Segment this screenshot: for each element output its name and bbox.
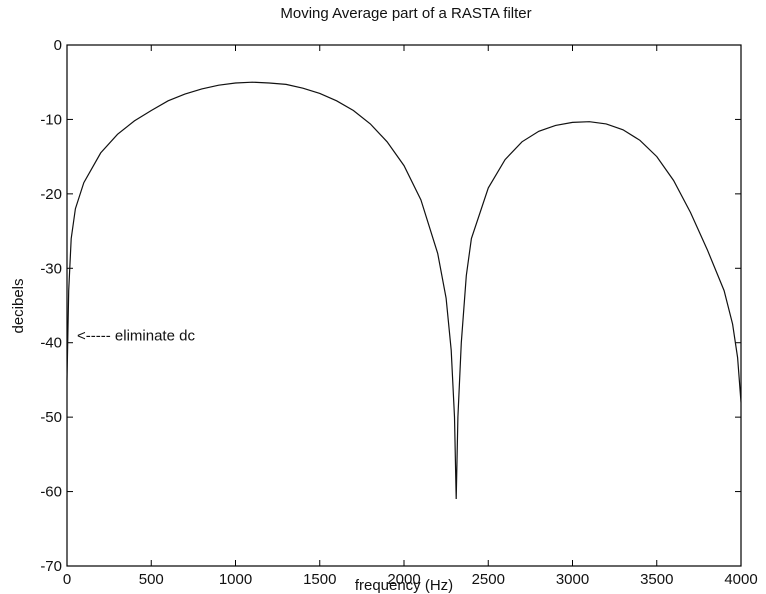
x-tick-label: 1000: [219, 571, 252, 588]
x-tick-label: 1500: [303, 571, 336, 588]
x-tick-label: 2000: [387, 571, 420, 588]
axes-box: [66, 44, 742, 567]
x-tick-label: 0: [63, 571, 71, 588]
chart-title: Moving Average part of a RASTA filter: [280, 5, 531, 22]
y-tick-label: 0: [54, 37, 62, 54]
series-line: [66, 81, 742, 500]
x-axis-label: frequency (Hz): [355, 577, 453, 594]
x-tick-label: 2500: [472, 571, 505, 588]
x-tick-label: 3000: [556, 571, 589, 588]
x-tick-label: 3500: [640, 571, 673, 588]
x-tick-label: 500: [139, 571, 164, 588]
eliminate-dc-annotation: <----- eliminate dc: [77, 327, 195, 344]
plot-area: 0 500 1000 1500 2000 2500 3000 3500 4000 0 -10 -20 -…: [40, 37, 757, 588]
y-tick-label: -20: [40, 186, 62, 203]
y-axis-label: decibels: [10, 278, 27, 333]
y-tick-label: -70: [40, 558, 62, 575]
y-tick-label: -40: [40, 335, 62, 352]
y-tick-label: -50: [40, 409, 62, 426]
y-tick-label: -60: [40, 484, 62, 501]
y-tick-label: -10: [40, 111, 62, 128]
x-tick-label: 4000: [724, 571, 757, 588]
y-tick-label: -30: [40, 260, 62, 277]
